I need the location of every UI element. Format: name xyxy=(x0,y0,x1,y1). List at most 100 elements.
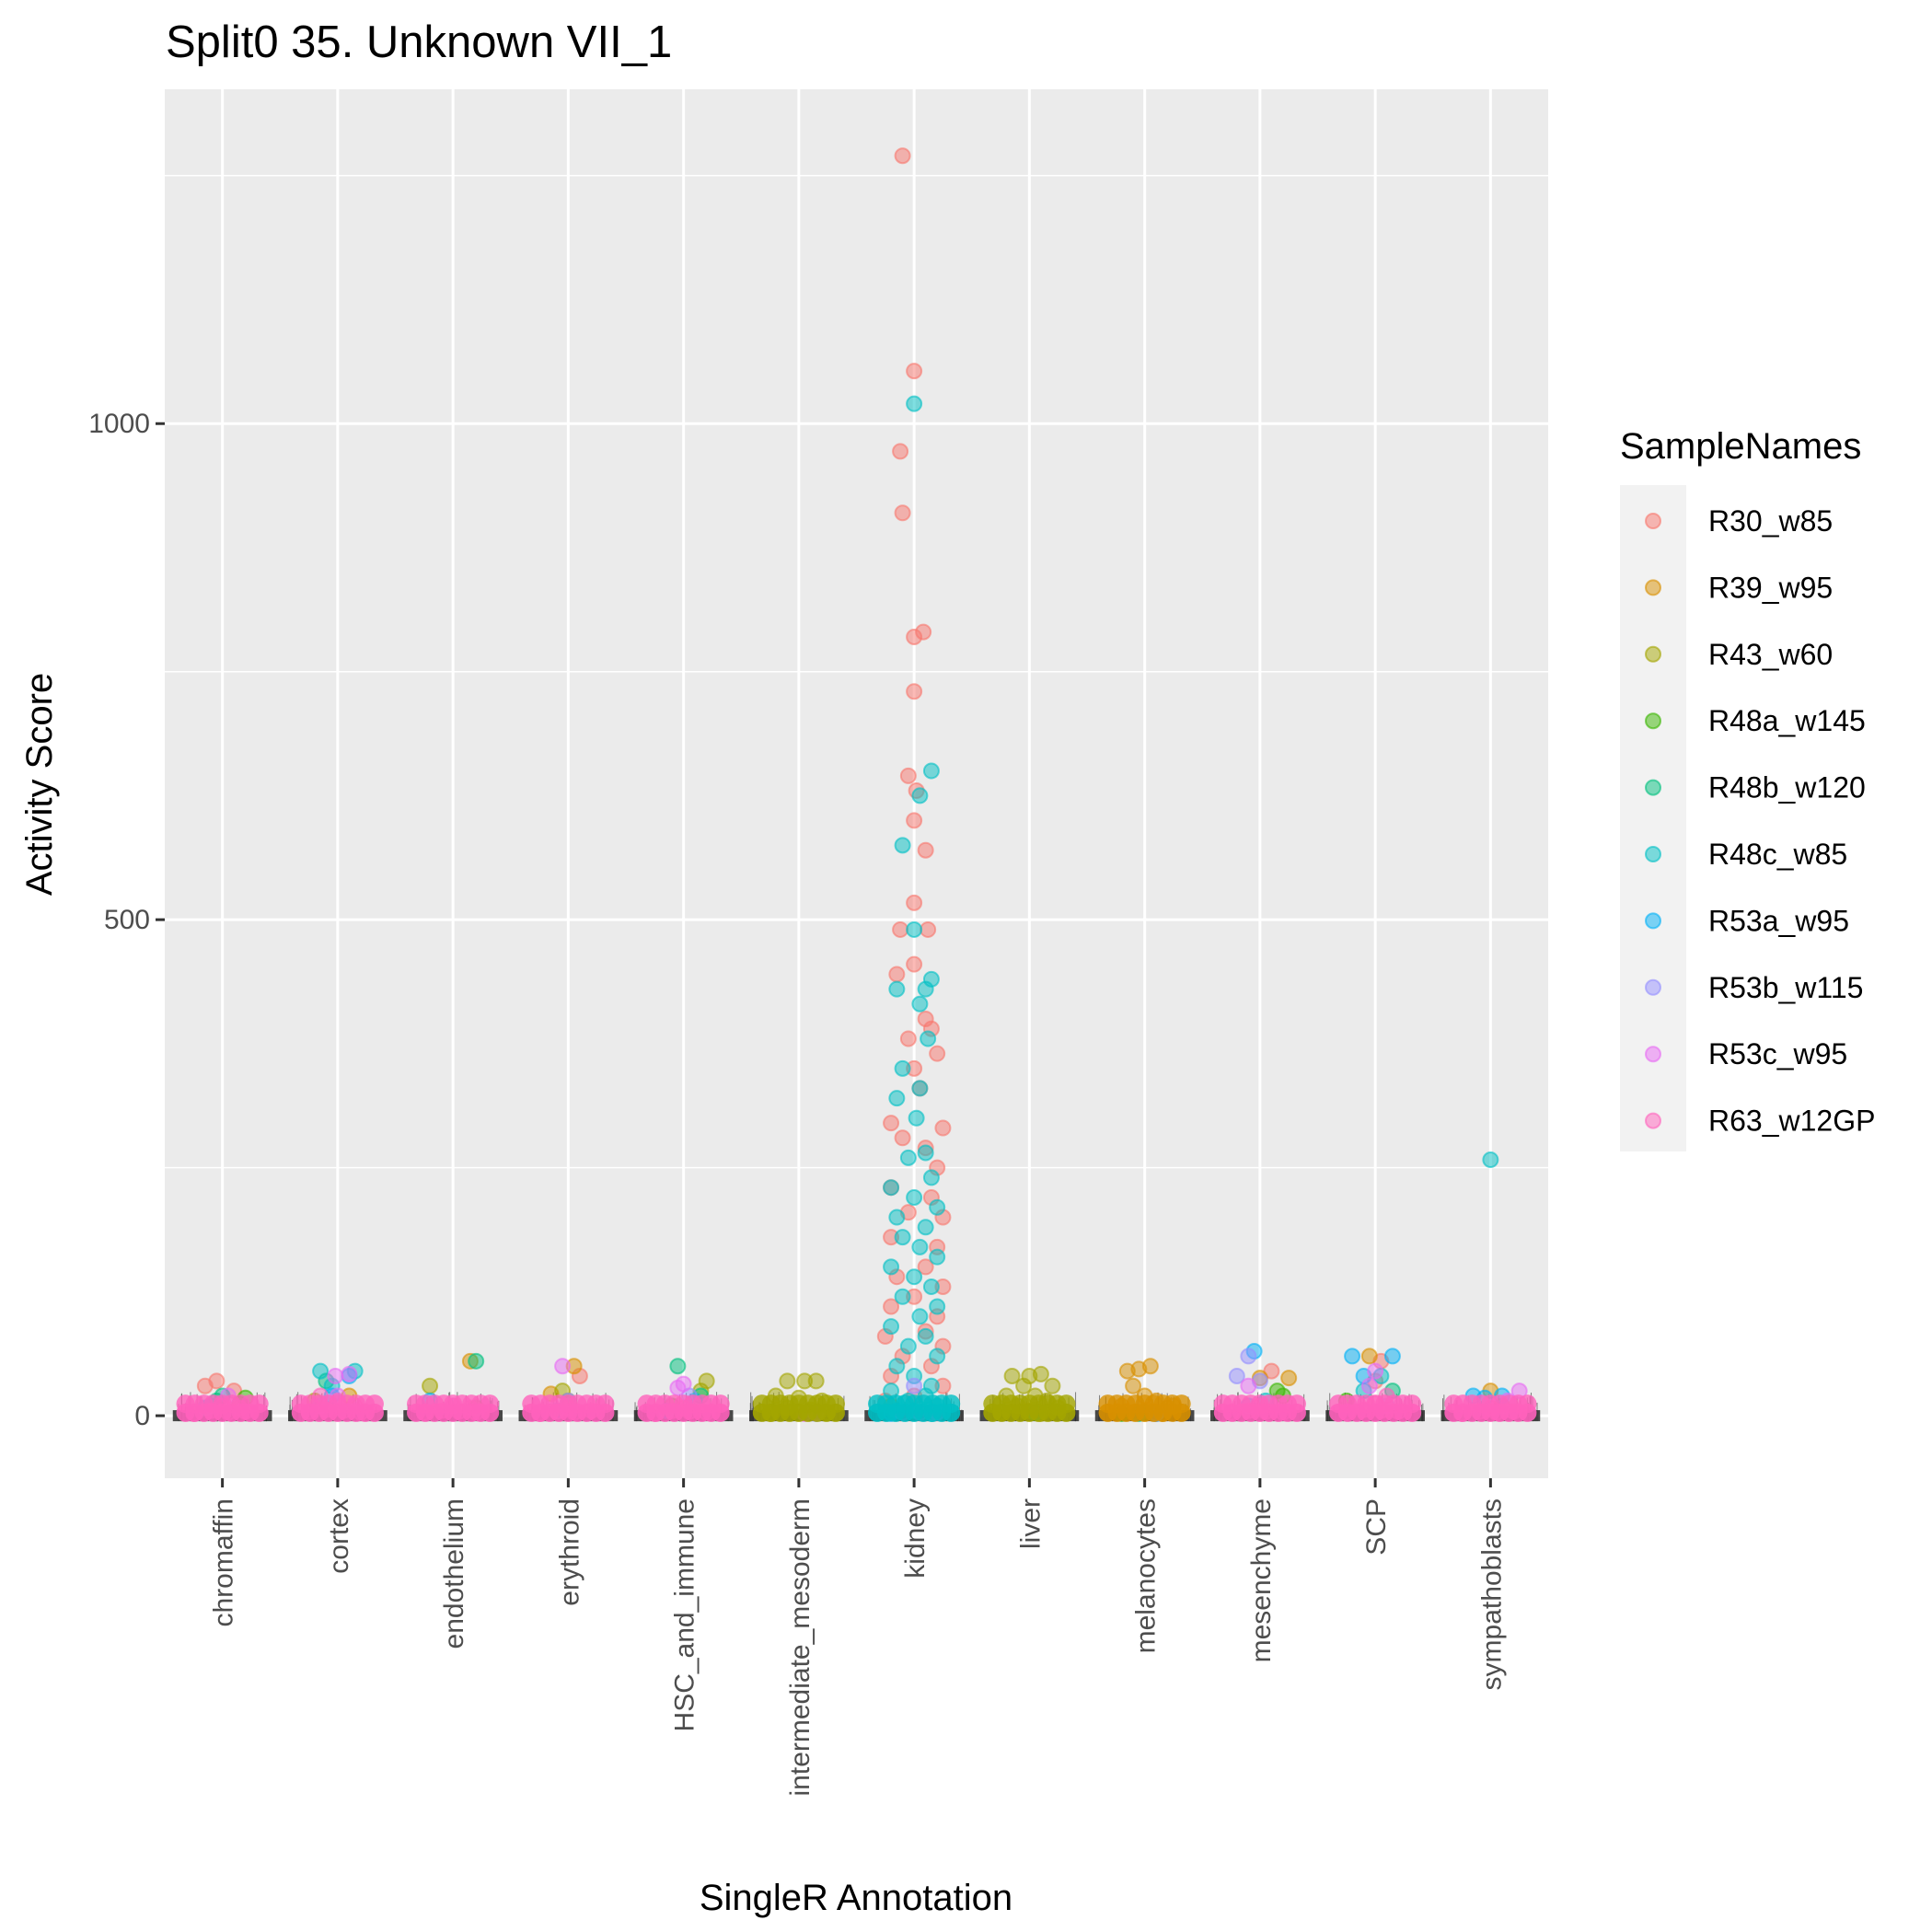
data-point xyxy=(341,1365,358,1382)
data-point xyxy=(929,1298,946,1315)
data-point xyxy=(1287,1394,1306,1414)
data-point xyxy=(920,1030,937,1047)
data-point xyxy=(888,980,906,998)
y-axis-title: Activity Score xyxy=(19,673,60,896)
data-point xyxy=(249,1394,269,1414)
data-point xyxy=(906,1268,923,1286)
data-point xyxy=(1360,1348,1378,1365)
data-point xyxy=(554,1358,572,1375)
x-tick-label: SCP xyxy=(1361,1498,1392,1556)
legend-key xyxy=(1645,513,1661,529)
data-point xyxy=(906,395,923,412)
data-point xyxy=(917,1327,934,1345)
data-point xyxy=(883,1298,900,1315)
data-point xyxy=(1240,1377,1257,1394)
data-point xyxy=(1367,1362,1384,1380)
data-point xyxy=(911,995,929,1012)
data-point xyxy=(906,812,923,829)
data-point xyxy=(920,920,937,938)
y-tick-label: 0 xyxy=(134,1401,150,1431)
data-point xyxy=(711,1394,730,1414)
data-points xyxy=(176,147,1537,1422)
data-point xyxy=(807,1372,825,1390)
legend-label: R63_w12GP xyxy=(1708,1105,1875,1138)
legend-label: R48a_w145 xyxy=(1708,704,1866,737)
data-point xyxy=(888,1090,906,1107)
legend-label: R39_w95 xyxy=(1708,571,1833,604)
data-point xyxy=(942,1394,961,1414)
data-point xyxy=(906,683,923,700)
data-point xyxy=(1141,1358,1159,1375)
data-point xyxy=(596,1394,615,1414)
data-point xyxy=(911,1308,929,1325)
legend-label: R43_w60 xyxy=(1708,638,1833,671)
plot-panel xyxy=(165,89,1548,1478)
data-point xyxy=(917,1144,934,1162)
x-tick-label: kidney xyxy=(900,1498,931,1579)
data-point xyxy=(1403,1394,1422,1414)
data-point xyxy=(894,147,911,165)
data-point xyxy=(1240,1348,1257,1365)
y-axis: 0 500 1000 xyxy=(88,409,165,1431)
data-point xyxy=(894,1229,911,1246)
legend-key xyxy=(1645,912,1661,930)
legend-key-background xyxy=(1620,485,1686,1151)
data-point xyxy=(1125,1377,1142,1394)
data-point xyxy=(922,1169,940,1186)
legend-title: SampleNames xyxy=(1620,426,1861,467)
legend-label: R30_w85 xyxy=(1708,504,1833,538)
data-point xyxy=(480,1394,500,1414)
data-point xyxy=(917,1219,934,1236)
data-point xyxy=(888,1358,906,1375)
x-tick-label: erythroid xyxy=(554,1498,584,1606)
x-tick-label: cortex xyxy=(324,1498,354,1574)
data-point xyxy=(899,1149,917,1166)
x-tick-label: melanocytes xyxy=(1131,1498,1162,1653)
data-point xyxy=(934,1119,952,1137)
data-point xyxy=(1518,1394,1537,1414)
data-point xyxy=(883,1318,900,1336)
data-point xyxy=(1057,1394,1076,1414)
legend-label: R48b_w120 xyxy=(1708,771,1866,804)
data-point xyxy=(669,1358,687,1375)
data-point xyxy=(899,767,917,784)
data-point xyxy=(883,1258,900,1276)
data-point xyxy=(906,363,923,380)
data-point xyxy=(922,762,940,780)
x-tick-label: HSC_and_immune xyxy=(670,1498,700,1731)
x-axis-title: SingleR Annotation xyxy=(700,1878,1012,1918)
data-point xyxy=(894,504,911,522)
data-point xyxy=(364,1394,384,1414)
legend: SampleNames R30_w85 R39_w95 R43_w60 R48a_w1… xyxy=(1620,426,1875,1151)
data-point xyxy=(1360,1377,1378,1394)
data-point xyxy=(327,1367,344,1384)
data-point xyxy=(888,966,906,983)
data-point xyxy=(312,1362,330,1380)
data-point xyxy=(906,628,923,645)
data-point xyxy=(883,1115,900,1132)
data-point xyxy=(894,1059,911,1077)
legend-key xyxy=(1645,779,1661,796)
legend-key xyxy=(1645,579,1661,596)
data-point xyxy=(911,787,929,804)
data-point xyxy=(908,1109,925,1127)
x-tick-label: mesenchyme xyxy=(1246,1498,1277,1662)
x-tick-label: chromaffin xyxy=(209,1498,239,1627)
data-point xyxy=(929,1248,946,1266)
data-point xyxy=(899,1337,917,1355)
data-point xyxy=(899,1030,917,1047)
data-point xyxy=(1482,1151,1499,1169)
data-point xyxy=(1015,1377,1033,1394)
x-tick-label: endothelium xyxy=(439,1498,469,1649)
data-point xyxy=(906,1188,923,1206)
legend-label: R53b_w115 xyxy=(1708,971,1863,1004)
y-tick-label: 500 xyxy=(104,905,150,935)
data-point xyxy=(1228,1367,1245,1384)
minor-gridlines xyxy=(165,175,1548,1169)
legend-key xyxy=(1645,846,1661,862)
data-point xyxy=(917,841,934,859)
data-point xyxy=(208,1372,226,1390)
data-point xyxy=(675,1375,692,1393)
data-point xyxy=(1032,1365,1049,1382)
